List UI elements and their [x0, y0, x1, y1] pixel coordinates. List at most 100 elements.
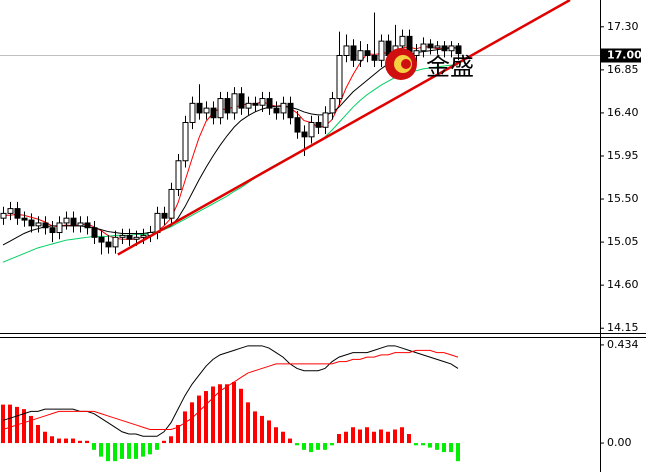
candle-body — [98, 236, 105, 243]
candle-body — [133, 236, 140, 240]
y-tick-label: 17.30 — [607, 20, 639, 33]
candle-body — [7, 208, 14, 214]
histogram-bar — [358, 429, 362, 444]
histogram-bar — [190, 402, 194, 444]
candle-body — [77, 222, 84, 227]
candle-body — [189, 102, 196, 123]
histogram-bar — [120, 443, 124, 459]
candle-body — [455, 45, 462, 55]
candle-body — [182, 121, 189, 162]
candle-body — [343, 45, 350, 56]
histogram-bar — [344, 431, 348, 444]
histogram-bar — [274, 427, 278, 444]
candle-body — [196, 102, 203, 114]
histogram-bar — [141, 443, 145, 457]
histogram-bar — [414, 443, 418, 446]
histogram-bar — [85, 440, 89, 444]
histogram-bar — [442, 443, 446, 453]
histogram-bar — [127, 443, 131, 459]
price-plot — [0, 0, 600, 263]
histogram-bar — [8, 404, 12, 444]
histogram-bar — [309, 443, 313, 453]
histogram-bar — [134, 443, 138, 459]
histogram-bar — [218, 384, 222, 444]
histogram-bar — [400, 427, 404, 444]
histogram-bar — [260, 415, 264, 444]
candle-body — [434, 45, 441, 49]
histogram-bar — [1, 404, 5, 444]
candle-body — [287, 102, 294, 119]
candle-body — [161, 212, 168, 219]
logo-core — [401, 59, 411, 69]
histogram-bar — [148, 443, 152, 455]
candle-body — [238, 93, 245, 109]
candle-body — [224, 98, 231, 114]
histogram-bar — [71, 438, 75, 444]
histogram-bar — [456, 443, 460, 462]
candle-body — [329, 98, 336, 114]
y-tick-label: 14.60 — [607, 278, 639, 291]
histogram-bar — [106, 443, 110, 462]
plot-layer — [0, 0, 600, 462]
candle-body — [28, 219, 35, 227]
histogram-bar — [295, 443, 299, 446]
histogram-bar — [232, 382, 236, 444]
candle-body — [399, 35, 406, 47]
histogram-bar — [50, 436, 54, 444]
candle-body — [378, 40, 385, 61]
y-tick-label: 15.50 — [607, 192, 639, 205]
indicator-line — [2, 349, 459, 430]
histogram-bar — [183, 411, 187, 444]
histogram-bar — [330, 443, 334, 446]
y-tick-label: 16.40 — [607, 106, 639, 119]
candle-body — [266, 98, 273, 109]
histogram-bar — [113, 443, 117, 462]
candle-body — [322, 112, 329, 128]
indicator-line — [2, 64, 458, 263]
candle-body — [14, 208, 21, 219]
histogram-bar — [421, 443, 425, 446]
candle-body — [42, 222, 49, 229]
histogram-bar — [428, 443, 432, 448]
candle-body — [308, 121, 315, 138]
histogram-bar — [57, 438, 61, 444]
candle-body — [140, 234, 147, 238]
histogram-bar — [386, 431, 390, 444]
candle-body — [427, 43, 434, 49]
histogram-bar — [225, 384, 229, 444]
y-tick-label: 0.00 — [607, 436, 632, 449]
watermark: 金盛 — [385, 48, 474, 81]
candle-body — [70, 217, 77, 227]
candle-body — [84, 222, 91, 229]
candle-body — [413, 50, 420, 57]
candle-body — [364, 50, 371, 57]
histogram-bar — [365, 427, 369, 444]
candle-body — [217, 98, 224, 119]
candle-body — [56, 222, 63, 234]
histogram-bar — [197, 395, 201, 444]
candle-body — [315, 121, 322, 128]
candle-body — [91, 227, 98, 238]
y-tick-label: 16.85 — [607, 63, 639, 76]
histogram-bar — [323, 443, 327, 450]
candle-body — [49, 227, 56, 234]
candle-body — [357, 50, 364, 61]
histogram-bar — [155, 443, 159, 450]
y-tick-label: 15.05 — [607, 235, 639, 248]
histogram-bar — [435, 443, 439, 450]
histogram-bar — [379, 429, 383, 444]
histogram-bar — [64, 438, 68, 444]
histogram-bar — [78, 440, 82, 444]
histogram-bar — [211, 386, 215, 444]
candle-body — [175, 160, 182, 190]
trend-line — [117, 0, 571, 256]
candle-body — [336, 55, 343, 100]
histogram-bar — [29, 415, 33, 444]
histogram-bar — [407, 434, 411, 444]
histogram-bar — [288, 438, 292, 444]
histogram-bar — [316, 443, 320, 450]
histogram-bar — [99, 443, 103, 457]
histogram-bar — [176, 424, 180, 444]
candle-body — [441, 45, 448, 52]
histogram-bar — [253, 411, 257, 444]
